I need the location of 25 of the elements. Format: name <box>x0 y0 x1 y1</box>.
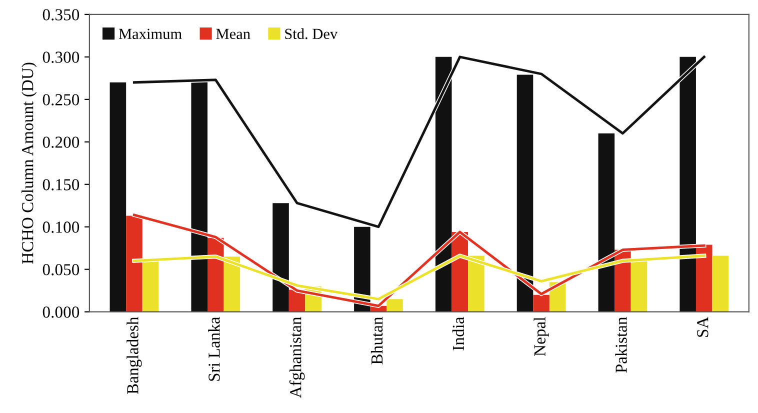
x-tick-label: Sri Lanka <box>208 316 220 381</box>
legend-label: Maximum <box>118 28 182 40</box>
bar <box>598 133 615 312</box>
bar <box>110 82 126 312</box>
legend-label: Std. Dev <box>285 28 338 40</box>
y-tick-label: 0.350 <box>42 9 80 20</box>
x-tick-label: Bangladesh <box>126 316 142 394</box>
y-tick-label: 0.250 <box>42 94 80 106</box>
bar <box>386 299 403 312</box>
x-tick-label: India <box>452 316 464 350</box>
y-axis-title: HCHO Column Amount (DU) <box>22 62 37 264</box>
y-tick-label: 0.300 <box>42 52 80 63</box>
x-tick-label: Afghanistan <box>289 316 305 398</box>
x-tick-label: SA <box>697 316 708 337</box>
y-tick-label: 0.000 <box>42 306 80 318</box>
bar <box>272 203 289 312</box>
y-tick-label: 0.200 <box>42 136 80 148</box>
x-tick-label: Nepal <box>534 317 549 356</box>
x-tick-label: Bhutan <box>370 316 383 364</box>
y-tick-label: 0.100 <box>42 222 80 233</box>
bar <box>712 256 729 312</box>
y-tick-label: 0.050 <box>42 264 80 276</box>
y-tick-label: 0.150 <box>42 179 80 190</box>
x-tick-label: Pakistan <box>615 316 627 373</box>
legend-label: Mean <box>216 28 250 40</box>
